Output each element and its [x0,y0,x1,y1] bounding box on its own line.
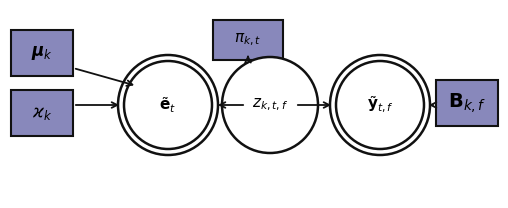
Ellipse shape [118,55,218,155]
Text: $\pi_{k,t}$: $\pi_{k,t}$ [234,32,262,48]
Ellipse shape [124,61,212,149]
Text: $\mathbf{B}_{k,f}$: $\mathbf{B}_{k,f}$ [448,91,486,115]
FancyBboxPatch shape [436,80,498,126]
Ellipse shape [330,55,430,155]
Text: $z_{k,t,f}$: $z_{k,t,f}$ [252,97,288,113]
FancyBboxPatch shape [11,30,73,76]
Text: $\varkappa_k$: $\varkappa_k$ [32,104,52,122]
Ellipse shape [222,57,318,153]
Text: $\boldsymbol{\mu}_k$: $\boldsymbol{\mu}_k$ [31,44,53,62]
Text: $\tilde{\mathbf{y}}_{t,f}$: $\tilde{\mathbf{y}}_{t,f}$ [367,95,393,115]
Text: $\tilde{\mathbf{e}}_t$: $\tilde{\mathbf{e}}_t$ [160,95,176,115]
FancyBboxPatch shape [213,20,283,60]
Ellipse shape [336,61,424,149]
FancyBboxPatch shape [11,90,73,136]
